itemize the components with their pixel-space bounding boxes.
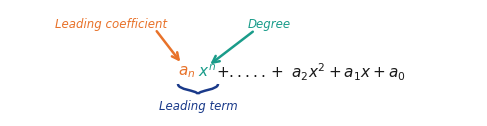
- Text: $a_n$: $a_n$: [178, 64, 195, 80]
- Text: Leading coefficient: Leading coefficient: [55, 18, 167, 31]
- Text: $+.....+\ a_2x^2 + a_1x + a_0$: $+.....+\ a_2x^2 + a_1x + a_0$: [216, 61, 406, 83]
- Text: Degree: Degree: [248, 18, 291, 31]
- Text: $x^n$: $x^n$: [198, 64, 216, 80]
- Text: Leading term: Leading term: [159, 100, 237, 113]
